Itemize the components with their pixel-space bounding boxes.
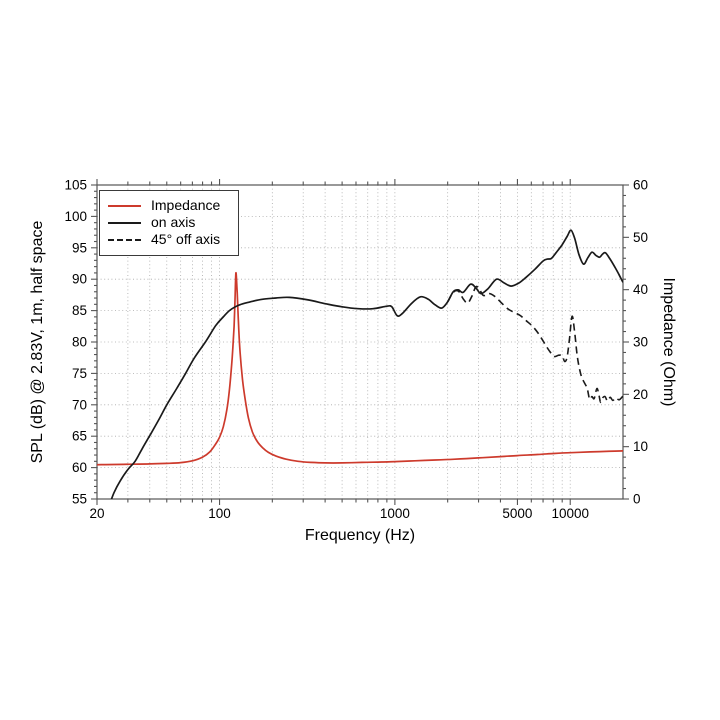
on-axis-line-sample-icon (108, 221, 141, 224)
series-curves (97, 229, 623, 499)
svg-text:60: 60 (72, 460, 87, 475)
legend-label-45-off-axis: 45° off axis (151, 231, 221, 247)
series-on-axis (110, 229, 623, 499)
svg-text:30: 30 (633, 335, 648, 350)
legend-label-impedance: Impedance (151, 197, 221, 213)
gridlines (97, 185, 623, 499)
legend-item-45-off-axis: 45° off axis (108, 231, 230, 248)
svg-text:90: 90 (72, 272, 87, 287)
svg-text:105: 105 (64, 178, 87, 193)
off-axis-line-sample-icon (108, 238, 141, 241)
svg-text:85: 85 (72, 303, 87, 318)
svg-text:55: 55 (72, 492, 87, 507)
series-45-off-axis (446, 285, 623, 404)
svg-text:75: 75 (72, 366, 87, 381)
legend-item-impedance: Impedance (108, 197, 230, 214)
series-impedance (97, 272, 623, 466)
svg-text:0: 0 (633, 492, 641, 507)
svg-text:10000: 10000 (551, 506, 589, 521)
svg-text:10: 10 (633, 439, 648, 454)
svg-text:1000: 1000 (380, 506, 410, 521)
legend-label-on-axis: on axis (151, 214, 196, 230)
svg-text:100: 100 (64, 209, 87, 224)
legend-item-on-axis: on axis (108, 214, 230, 231)
svg-text:5000: 5000 (502, 506, 532, 521)
svg-text:65: 65 (72, 429, 87, 444)
impedance-line-sample-icon (108, 204, 141, 207)
svg-text:100: 100 (208, 506, 231, 521)
svg-text:20: 20 (89, 506, 104, 521)
svg-text:95: 95 (72, 240, 87, 255)
svg-text:20: 20 (633, 387, 648, 402)
plot-frame (96, 184, 624, 500)
y-axis-label-left: SPL (dB) @ 2.83V, 1m, half space (29, 220, 46, 464)
tick-labels: 55 60 65 70 75 80 85 90 95 100 105 0 10 20 30 40 50 60 20 1… (64, 178, 648, 522)
svg-text:60: 60 (633, 178, 648, 193)
svg-text:70: 70 (72, 397, 87, 412)
y-axis-label-right: Impedance (Ohm) (660, 277, 677, 407)
svg-text:80: 80 (72, 335, 87, 350)
svg-text:40: 40 (633, 282, 648, 297)
x-axis-label: Frequency (Hz) (304, 527, 416, 544)
legend: Impedance on axis 45° off axis (99, 190, 239, 256)
svg-text:50: 50 (633, 230, 648, 245)
